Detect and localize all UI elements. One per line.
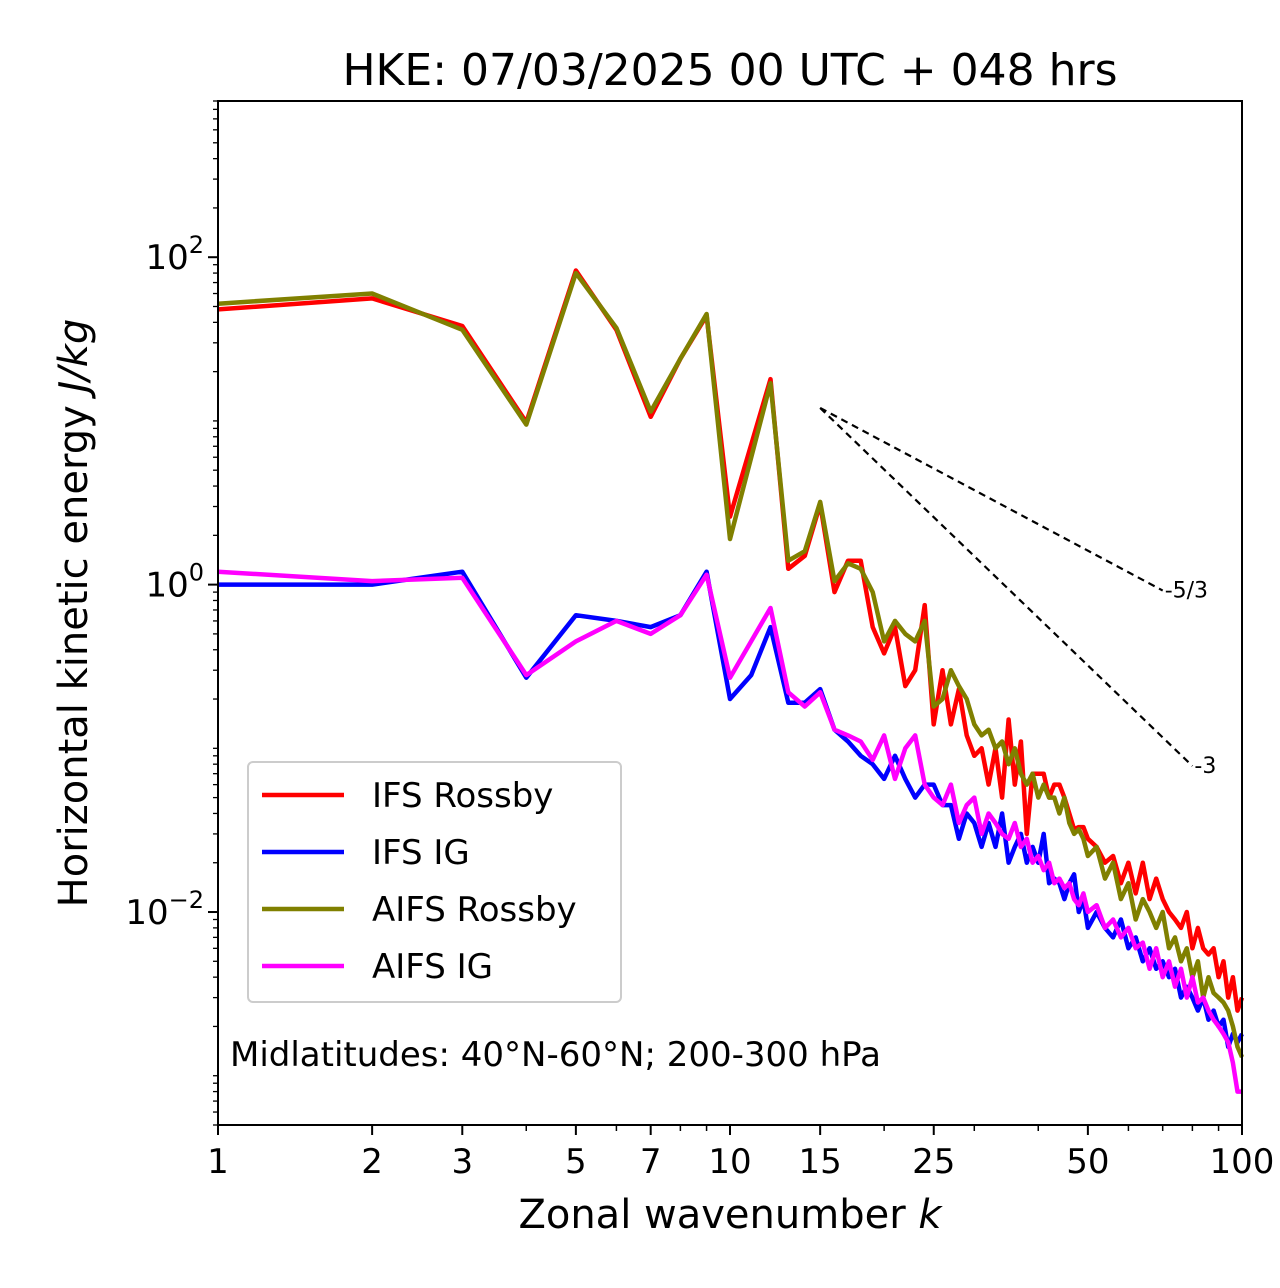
y-tick-label-exponent: −2: [169, 886, 204, 914]
legend-label-ifs-ig: IFS IG: [372, 833, 470, 873]
legend-label-ifs-rossby: IFS Rossby: [372, 776, 553, 816]
reference-line-5-3: [819, 406, 1164, 592]
legend-box: [247, 761, 622, 1003]
x-tick-label: 7: [640, 1142, 662, 1182]
x-axis: 1 2 3 5 7 10 15 25 50 100: [207, 1125, 1274, 1182]
x-tick-label: 50: [1066, 1142, 1109, 1182]
y-tick-label-base: 10: [125, 893, 168, 933]
x-tick-label: 2: [361, 1142, 383, 1182]
chart-title: HKE: 07/03/2025 00 UTC + 048 hrs: [342, 45, 1117, 96]
y-tick-label: 10−2: [125, 886, 204, 933]
y-tick-label-exponent: 2: [189, 231, 204, 259]
y-tick-label-base: 10: [145, 566, 188, 606]
x-axis-label: Zonal wavenumber k: [518, 1192, 943, 1238]
y-tick-label-exponent: 0: [189, 559, 204, 587]
x-tick-label: 3: [451, 1142, 473, 1182]
y-axis-label-text: Horizontal kinetic energy: [51, 405, 97, 907]
x-tick-label: 15: [799, 1142, 842, 1182]
legend-label-aifs-ig: AIFS IG: [372, 947, 493, 987]
x-tick-label: 1: [207, 1142, 229, 1182]
legend: IFS Rossby IFS IG AIFS Rossby AIFS IG: [247, 761, 622, 1003]
x-tick-label: 5: [565, 1142, 587, 1182]
x-axis-label-text: Zonal wavenumber: [518, 1192, 906, 1238]
y-axis-label: Horizontal kinetic energy J/kg: [51, 319, 97, 908]
x-tick-label: 10: [708, 1142, 751, 1182]
series-line-ifs-ig: [218, 569, 1244, 1050]
series-line-aifs-ig: [217, 569, 1242, 1094]
reference-line-label-5-3: -5/3: [1165, 579, 1208, 604]
series-line-aifs-rossby: [217, 270, 1245, 1059]
reference-line-label-3: -3: [1194, 754, 1216, 779]
y-tick-label: 100: [145, 559, 204, 606]
x-tick-label: 100: [1210, 1142, 1275, 1182]
x-tick-label: 25: [912, 1142, 955, 1182]
reference-line-3: [819, 407, 1194, 767]
y-tick-label-base: 10: [145, 238, 188, 278]
x-axis-label-var: k: [918, 1192, 943, 1238]
region-annotation: Midlatitudes: 40°N-60°N; 200-300 hPa: [230, 1035, 881, 1075]
reference-lines-group: -5/3 -3: [819, 406, 1216, 779]
legend-label-aifs-rossby: AIFS Rossby: [372, 890, 577, 930]
y-axis-label-units: J/kg: [51, 319, 97, 400]
y-tick-label: 102: [145, 231, 204, 278]
data-series-group: [217, 268, 1245, 1094]
